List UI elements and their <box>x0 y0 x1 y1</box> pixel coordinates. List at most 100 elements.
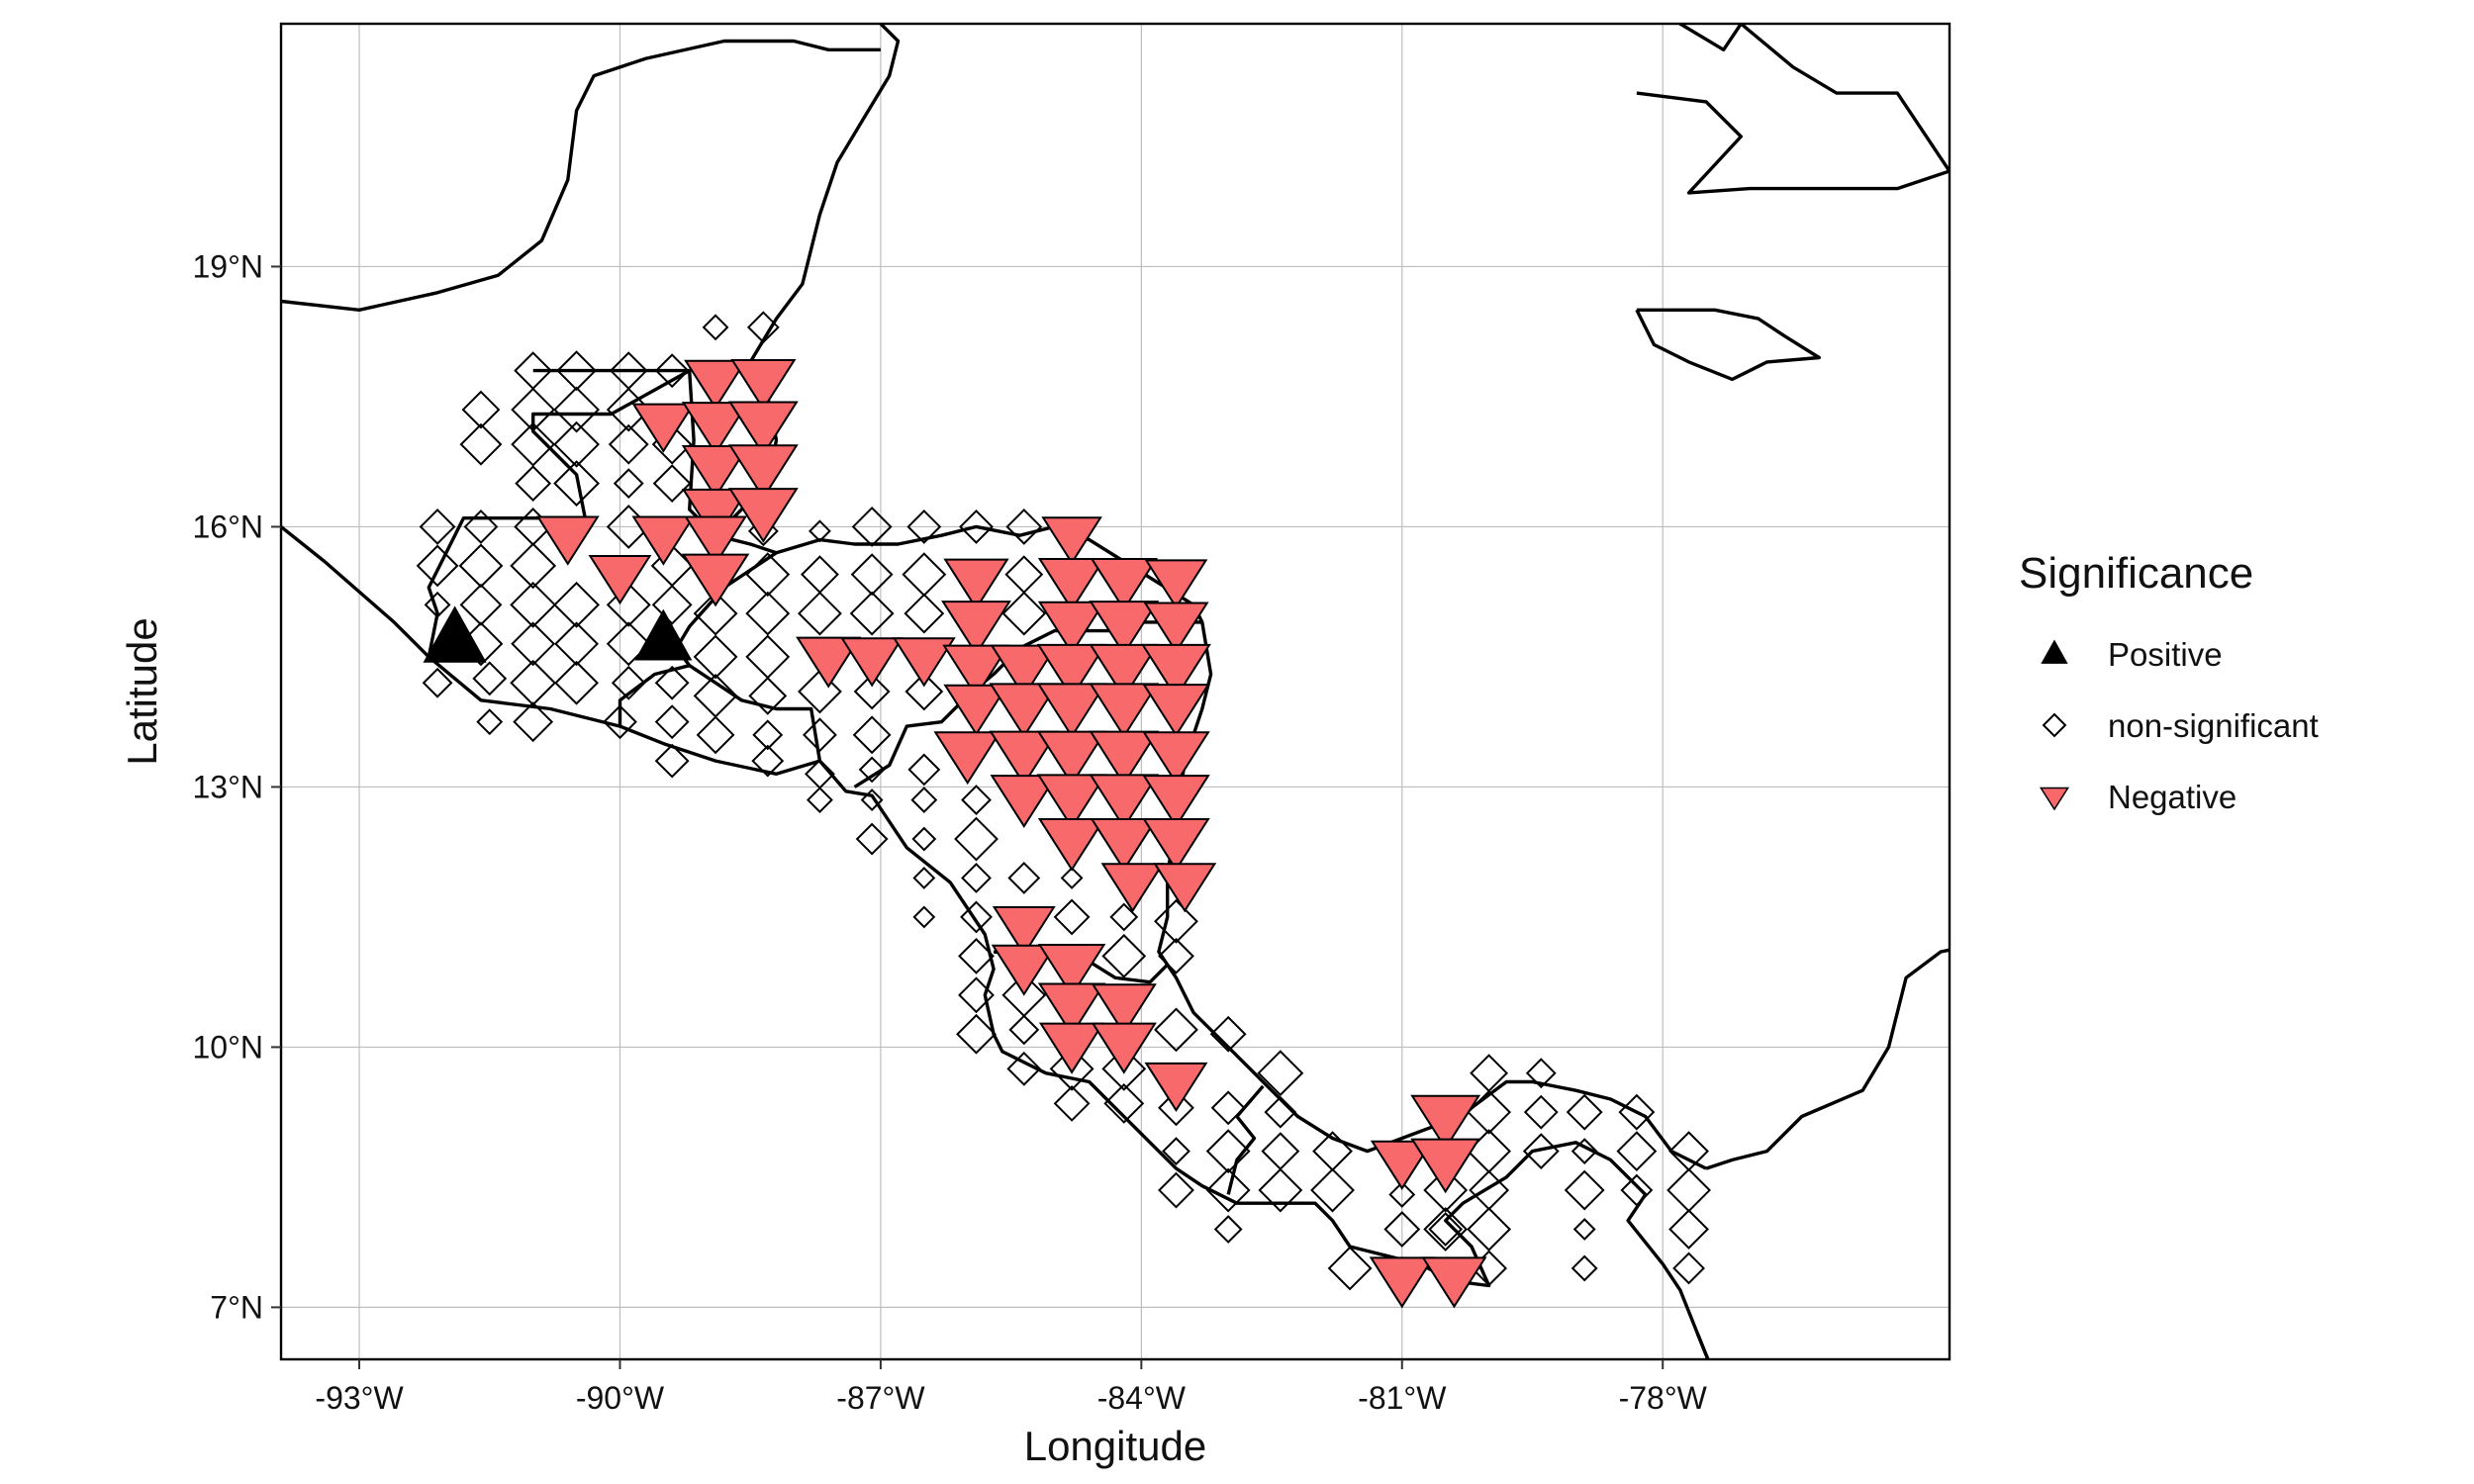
non-significant-marker <box>907 753 941 787</box>
negative-marker <box>1142 684 1210 737</box>
non-significant-marker <box>912 867 936 889</box>
negative-marker <box>892 637 956 688</box>
non-significant-marker <box>608 423 649 465</box>
non-significant-marker <box>858 756 886 784</box>
non-significant-marker <box>513 701 554 743</box>
non-significant-marker <box>1672 1252 1705 1285</box>
negative-marker <box>1144 559 1208 609</box>
non-significant-marker <box>1210 1090 1246 1126</box>
negative-marker <box>727 444 799 500</box>
non-significant-marker <box>1310 1167 1355 1213</box>
negative-marker <box>1091 983 1157 1036</box>
non-significant-marker <box>1261 1132 1300 1171</box>
non-significant-marker <box>515 465 552 503</box>
non-significant-marker <box>510 542 557 590</box>
negative-marker <box>684 515 748 566</box>
negative-marker <box>989 730 1060 787</box>
non-significant-marker <box>1264 1095 1297 1129</box>
non-significant-marker <box>1006 1051 1042 1086</box>
negative-marker <box>796 636 862 689</box>
non-significant-marker <box>746 311 780 344</box>
non-significant-marker <box>422 667 453 698</box>
negative-marker <box>1144 1062 1208 1113</box>
negative-marker <box>1037 557 1106 611</box>
non-significant-marker <box>1257 1050 1304 1097</box>
legend-negative-symbol <box>2039 787 2070 811</box>
non-significant-marker <box>1428 1212 1464 1247</box>
coastline-segment <box>1705 948 1950 1170</box>
non-significant-marker <box>1209 1015 1247 1053</box>
y-tick-label: 19°N <box>193 248 264 284</box>
non-significant-marker <box>911 826 937 852</box>
negative-marker <box>992 906 1056 957</box>
non-significant-marker <box>1109 902 1139 932</box>
non-significant-marker <box>476 708 504 736</box>
negative-marker <box>933 731 1001 786</box>
non-significant-marker <box>603 704 637 740</box>
non-significant-marker <box>556 350 597 392</box>
y-axis-ticks: 7°N 10°N 13°N 16°N 19°N <box>193 248 281 1325</box>
negative-marker <box>535 515 600 566</box>
non-significant-marker <box>798 669 842 714</box>
non-significant-marker <box>1469 1169 1510 1211</box>
non-significant-marker <box>693 591 738 636</box>
negative-marker <box>1410 1094 1481 1151</box>
y-tick-label: 10°N <box>193 1029 264 1065</box>
negative-marker <box>1036 774 1107 830</box>
y-tick-label: 16°N <box>193 509 264 544</box>
non-significant-marker <box>1383 1211 1421 1248</box>
y-tick-label: 13°N <box>193 769 264 804</box>
x-tick-label: -90°W <box>576 1380 665 1416</box>
non-significant-marker <box>954 816 999 862</box>
non-significant-marker <box>860 788 884 811</box>
negative-marker <box>681 444 750 499</box>
non-significant-marker <box>1327 1246 1373 1291</box>
non-significant-marker <box>554 660 599 705</box>
negative-marker <box>1141 643 1211 699</box>
non-significant-marker <box>654 743 690 779</box>
negative-marker <box>840 637 904 688</box>
non-significant-marker <box>1005 509 1043 545</box>
non-significant-marker <box>651 584 693 625</box>
non-significant-marker <box>1213 1215 1243 1244</box>
non-significant-marker <box>801 555 839 595</box>
non-significant-marker <box>1467 1207 1512 1252</box>
non-significant-marker <box>1564 1169 1605 1211</box>
y-tick-label: 7°N <box>210 1289 263 1325</box>
x-axis-title: Longitude <box>1024 1423 1207 1469</box>
non-significant-marker <box>1522 1133 1560 1170</box>
non-significant-marker <box>849 591 895 636</box>
coastline-segment <box>1226 1084 1265 1195</box>
negative-marker <box>1037 601 1106 655</box>
coastline-segment <box>748 24 901 363</box>
negative-marker <box>990 775 1059 828</box>
non-significant-marker <box>1060 867 1084 889</box>
negative-marker <box>588 555 652 605</box>
negative-marker <box>684 359 748 410</box>
non-significant-marker <box>1566 1093 1603 1131</box>
negative-marker <box>991 944 1057 996</box>
non-significant-marker <box>902 552 947 598</box>
non-significant-marker <box>1007 862 1041 894</box>
legend: Significance Positive non-significant Nega… <box>2019 549 2319 815</box>
y-axis-title: Latitude <box>119 617 165 765</box>
non-significant-marker <box>956 1013 997 1055</box>
negative-marker <box>1142 775 1210 828</box>
non-significant-marker <box>1154 1007 1198 1053</box>
negative-marker <box>1037 817 1106 872</box>
coastline-segment <box>1635 308 1821 382</box>
non-significant-marker <box>1158 1171 1194 1209</box>
non-significant-marker <box>748 676 788 715</box>
negative-marker <box>1153 863 1217 913</box>
non-significant-marker <box>1101 933 1147 978</box>
coastline-segment <box>281 525 1710 1359</box>
non-significant-marker <box>611 665 646 700</box>
legend-positive-symbol <box>2041 639 2068 664</box>
negative-marker <box>1143 602 1209 654</box>
non-significant-marker <box>851 507 893 547</box>
non-significant-marker <box>510 581 557 628</box>
non-significant-marker <box>1008 1014 1040 1046</box>
negative-marker <box>990 644 1059 698</box>
non-significant-marker <box>553 460 600 508</box>
non-significant-marker <box>458 543 504 589</box>
